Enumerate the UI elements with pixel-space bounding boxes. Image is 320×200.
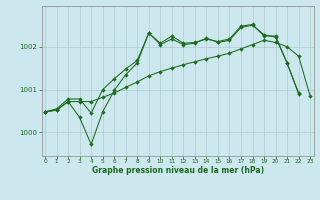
X-axis label: Graphe pression niveau de la mer (hPa): Graphe pression niveau de la mer (hPa)	[92, 166, 264, 175]
